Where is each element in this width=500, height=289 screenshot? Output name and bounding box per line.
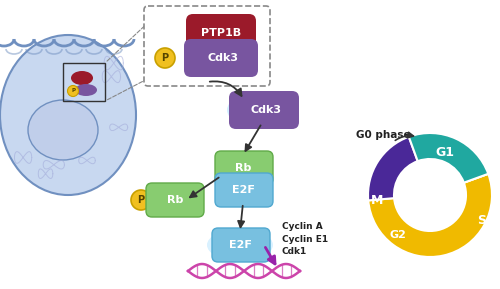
FancyBboxPatch shape <box>146 183 204 217</box>
Ellipse shape <box>28 100 98 160</box>
Circle shape <box>68 86 78 97</box>
FancyBboxPatch shape <box>229 91 299 129</box>
FancyBboxPatch shape <box>212 228 270 262</box>
Text: G1: G1 <box>436 147 454 160</box>
Wedge shape <box>368 137 418 200</box>
Text: Cdk3: Cdk3 <box>208 53 238 63</box>
FancyBboxPatch shape <box>215 173 273 207</box>
Ellipse shape <box>227 92 297 128</box>
Wedge shape <box>430 133 488 183</box>
Ellipse shape <box>207 229 273 261</box>
FancyBboxPatch shape <box>184 39 258 77</box>
Text: G2: G2 <box>390 230 406 240</box>
Ellipse shape <box>0 35 136 195</box>
Text: Rb: Rb <box>235 163 251 173</box>
FancyBboxPatch shape <box>186 14 256 52</box>
Text: Rb: Rb <box>167 195 183 205</box>
Circle shape <box>131 190 151 210</box>
Ellipse shape <box>71 71 93 85</box>
Bar <box>63 63 105 101</box>
Text: E2F: E2F <box>232 185 254 195</box>
Text: PTP1B: PTP1B <box>201 28 241 38</box>
Text: P: P <box>162 53 168 63</box>
Text: G0 phase: G0 phase <box>356 130 410 140</box>
FancyBboxPatch shape <box>215 151 273 185</box>
Text: P: P <box>71 88 75 94</box>
Text: Cyclin A
Cyclin E1
Cdk1: Cyclin A Cyclin E1 Cdk1 <box>282 222 328 256</box>
Text: M: M <box>371 194 383 207</box>
FancyBboxPatch shape <box>144 6 270 86</box>
Wedge shape <box>368 174 492 257</box>
Ellipse shape <box>75 84 97 96</box>
Circle shape <box>155 48 175 68</box>
Text: P: P <box>138 195 144 205</box>
Wedge shape <box>409 133 488 183</box>
Text: Cdk3: Cdk3 <box>250 105 282 115</box>
Text: S: S <box>478 214 486 227</box>
Text: E2F: E2F <box>228 240 252 250</box>
